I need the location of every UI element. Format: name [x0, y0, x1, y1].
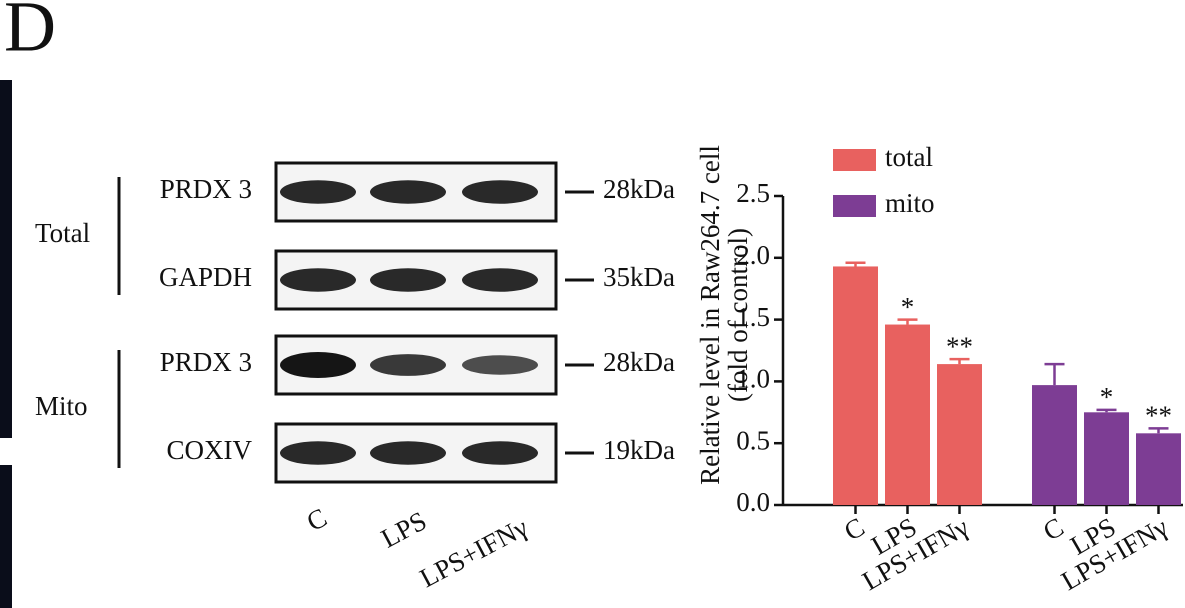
y-tick-label: 2.0	[736, 240, 770, 270]
blot-band	[462, 268, 538, 292]
error-bar	[1096, 408, 1117, 413]
y-axis-label: (fold of control)	[723, 228, 753, 402]
x-tick-label: LPS+IFNγ	[1056, 512, 1173, 597]
blot-band	[280, 268, 356, 292]
significance: *	[1100, 382, 1114, 412]
panel-label: D	[4, 0, 56, 67]
bar	[937, 364, 982, 505]
y-tick-label: 0.0	[736, 487, 770, 517]
y-tick-label: 1.0	[736, 364, 770, 394]
y-tick-label: 1.5	[736, 302, 770, 332]
error-bar	[897, 318, 918, 325]
bar	[833, 266, 878, 505]
protein-label: PRDX 3	[160, 174, 252, 204]
size-label: 19kDa	[603, 435, 675, 465]
x-tick-label: C	[1038, 512, 1069, 547]
group-label: Total	[35, 218, 90, 248]
blot-band	[462, 441, 538, 465]
blot-band	[462, 355, 538, 375]
protein-label: COXIV	[167, 435, 253, 465]
protein-label: GAPDH	[159, 262, 252, 292]
y-tick-label: 0.5	[736, 425, 770, 455]
blot-band	[370, 441, 446, 465]
blot-band	[370, 354, 446, 376]
cropped-image	[0, 80, 12, 438]
legend-label: total	[885, 142, 933, 172]
bar	[1032, 385, 1077, 505]
blot-band	[370, 180, 446, 204]
legend-label: mito	[885, 188, 935, 218]
lane-label: LPS+IFNγ	[415, 512, 533, 594]
cropped-image	[0, 465, 12, 608]
lane-label: LPS	[376, 505, 431, 553]
lane-label: C	[302, 502, 332, 537]
bar	[1136, 433, 1181, 505]
error-bar	[949, 357, 970, 365]
error-bar	[1044, 362, 1065, 386]
group-label: Mito	[35, 391, 88, 421]
significance: *	[901, 292, 915, 322]
y-axis-label: Relative level in Raw264.7 cell	[695, 145, 725, 485]
blot-band	[280, 441, 356, 465]
y-tick-label: 2.5	[736, 178, 770, 208]
significance: **	[1145, 401, 1172, 431]
size-label: 28kDa	[603, 347, 675, 377]
size-label: 35kDa	[603, 262, 675, 292]
x-tick-label: C	[839, 512, 870, 547]
bar	[1084, 412, 1129, 505]
blot-band	[280, 180, 356, 204]
size-label: 28kDa	[603, 174, 675, 204]
error-bar	[845, 261, 866, 267]
blot-band	[370, 268, 446, 292]
x-tick-label: LPS+IFNγ	[857, 512, 974, 597]
blot-band	[462, 180, 538, 204]
bar	[885, 324, 930, 505]
legend-swatch	[833, 149, 876, 171]
protein-label: PRDX 3	[160, 347, 252, 377]
legend-swatch	[833, 195, 876, 217]
error-bar	[1148, 427, 1169, 434]
significance: **	[946, 331, 973, 361]
blot-band	[280, 352, 356, 378]
